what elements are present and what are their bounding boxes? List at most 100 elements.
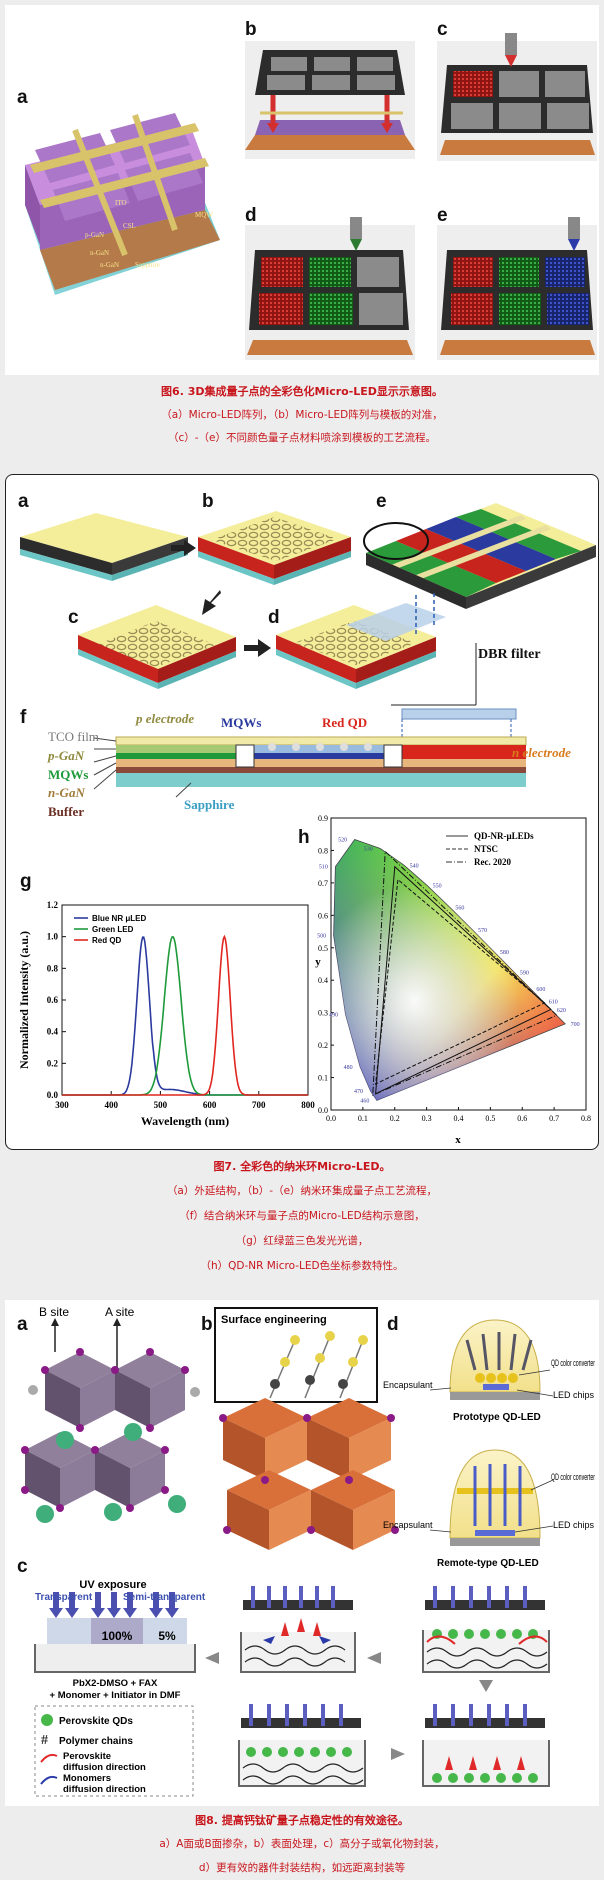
g-ytick-label: 0.4 [47,1027,59,1037]
h-xtick-label: 0.3 [422,1114,432,1123]
g-ytick-label: 0.2 [47,1058,59,1068]
g-legend-green: Green LED [92,925,134,934]
h-locus-label: 490 [329,1012,338,1018]
fig6-caption-line-1: （a）Micro-LED阵列，（b）Micro-LED阵列与模板的对准， [161,409,443,421]
solution-line-1: PbX2-DMSO + FAX [73,1678,158,1689]
fig6-c-red-spray [437,33,597,161]
arrow-b-c [202,590,221,615]
dbr-filter-label: DBR filter [478,647,541,662]
h-ytick-label: 0.3 [318,1009,328,1018]
h-ylabel: y [315,956,321,968]
h-locus-label: 700 [571,1022,580,1028]
led-chips-label-2: LED chips [553,1520,595,1530]
fig8-c-process: # [34,1586,550,1797]
h-locus-white-shade [333,839,566,1101]
fig6-b-alignment [245,41,415,159]
h-xtick-label: 0.4 [454,1114,464,1123]
f-label-mqws: MQWs [48,767,88,782]
fig7-caption-line-3: （g）红绿蓝三色发光光谱， [235,1235,369,1247]
legend-perov-1: Perovskite [63,1751,111,1762]
g-legend-red: Red QD [92,936,122,945]
pct-5-label: 5% [158,1629,176,1643]
g-series-2 [62,934,308,1096]
fig8-caption-title: 图8. 提高钙钛矿量子点稳定性的有效途径。 [195,1814,409,1827]
fig8-label-d: d [387,1314,399,1335]
fig6-label-c: c [437,19,448,40]
arrow-c-d [244,639,271,657]
fig7-label-b: b [202,491,214,512]
g-ytick-label: 0.8 [47,963,59,973]
fig7-label-c: c [68,607,79,628]
g-xtick-label: 400 [104,1100,118,1110]
fig6-label-a: a [17,87,28,108]
g-xtick-label: 600 [203,1100,217,1110]
h-locus-label: 500 [317,933,326,939]
fig8-label-a: a [17,1314,28,1335]
figure-8-panel: B site A site [5,1300,599,1806]
fig7-label-a: a [18,491,29,512]
h-ytick-label: 0.6 [318,911,328,920]
h-locus-label: 560 [455,905,464,911]
f-label-tco: TCO film [48,729,99,744]
h-locus-label: 550 [433,883,442,889]
fig8-b-surface [214,1307,399,1550]
g-series-0 [62,936,308,1096]
uv-exposure-label: UV exposure [79,1579,146,1591]
label-mqw: MQW [195,211,213,219]
h-legend: QD-NR-μLEDs NTSC Rec. 2020 [446,831,534,867]
fig7-caption-title: 图7. 全彩色的纳米环Micro-LED。 [213,1160,391,1173]
h-gamut-1 [375,878,546,1085]
g-xtick-label: 300 [55,1100,69,1110]
fig7-e-rgb-array [363,503,596,609]
h-ytick-label: 0.5 [318,944,328,953]
fig7-a-epi-block [20,513,188,581]
fig6-caption-line-2: （c）-（e）不同颜色量子点材料喷涂到模板的工艺流程。 [167,432,437,444]
qd-converter-label-2: QD color converter [551,1472,595,1482]
h-ytick-label: 0.0 [318,1106,328,1115]
f-label-n-gan: n-GaN [48,785,85,800]
fig7-c-block [78,605,236,689]
h-locus-label: 460 [360,1098,369,1104]
fig6-d-green-spray [245,217,415,360]
h-locus-label: 540 [410,863,419,869]
fig8-label-b: b [201,1314,213,1335]
legend-polymer: Polymer chains [59,1736,133,1747]
h-gamut-2 [372,850,558,1096]
h-locus-label: 520 [338,837,347,843]
h-xtick-label: 0.5 [485,1114,495,1123]
h-ytick-label: 0.2 [318,1041,328,1050]
fig8-d-remote [449,1449,541,1546]
g-ytick-label: 0.6 [47,995,59,1005]
solution-line-2: + Monomer + Initiator in DMF [50,1690,181,1701]
f-label-mqws-mid: MQWs [221,715,261,730]
fig6-e-blue-spray [437,217,597,360]
fig6-a-structure [25,113,220,295]
fig8-label-c: c [17,1556,28,1577]
g-ylabel: Normalized Intensity (a.u.) [17,931,31,1069]
h-locus-label: 580 [500,950,509,956]
figure-8-illustration: B site A site [21,1305,595,1797]
legend-mono-1: Monomers [63,1773,111,1784]
figure-6-panel: ITO p-GaN n-GaN n-GaN Sapphire CSL MQW [5,5,599,375]
encapsulant-label-1: Encapsulant [383,1380,433,1390]
g-ytick-label: 1.0 [47,932,59,942]
fig6-label-e: e [437,205,448,226]
led-chips-label-1: LED chips [553,1390,595,1400]
g-series-1 [62,936,308,1096]
h-xtick-label: 0.0 [326,1114,336,1123]
h-ytick-label: 0.4 [318,976,328,985]
h-ytick-label: 0.7 [318,879,328,888]
fig7-label-f: f [20,707,27,728]
label-n-gan-2: n-GaN [100,261,119,269]
g-xtick-label: 500 [154,1100,168,1110]
encapsulant-label-2: Encapsulant [383,1520,433,1530]
fig7-label-d: d [268,607,280,628]
fig7-label-e: e [376,491,387,512]
label-ito: ITO [115,199,127,207]
fig7-h-chart: 0.0 0.1 0.2 0.3 0.4 0.5 0.6 0.7 0.8 0.0 0.1 0.2 0.3 0… [315,814,591,1146]
fig8-caption-line-1: a）A面或B面掺杂，b）表面处理，c）高分子或氧化物封装， [159,1838,445,1850]
h-xlabel: x [455,1134,461,1146]
fig8-a-site-label: A site [105,1305,135,1319]
f-label-buffer: Buffer [48,804,84,819]
h-xtick-label: 0.8 [581,1114,591,1123]
